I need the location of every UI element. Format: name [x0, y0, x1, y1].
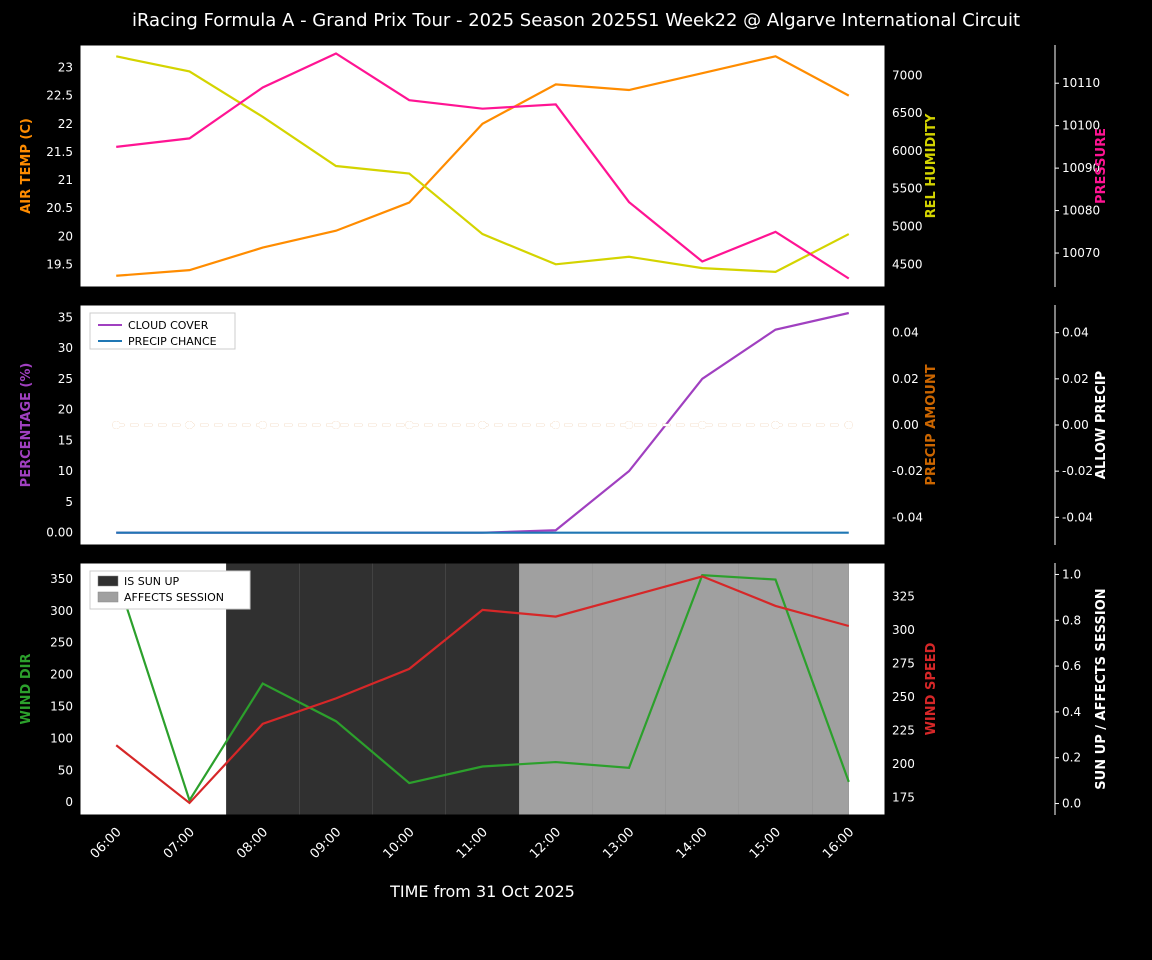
svg-text:0.4: 0.4: [1062, 705, 1081, 719]
svg-text:10: 10: [58, 464, 73, 478]
affects-session-region: [519, 563, 592, 815]
svg-text:150: 150: [50, 700, 73, 714]
svg-text:0.02: 0.02: [892, 372, 919, 386]
svg-text:AFFECTS SESSION: AFFECTS SESSION: [124, 591, 224, 604]
svg-text:SUN UP / AFFECTS SESSION: SUN UP / AFFECTS SESSION: [1094, 588, 1109, 789]
svg-text:21: 21: [58, 173, 73, 187]
y-axis-label: PERCENTAGE (%): [19, 363, 34, 488]
svg-text:250: 250: [892, 690, 915, 704]
svg-text:23: 23: [58, 61, 73, 75]
plot-bg: [80, 45, 885, 287]
svg-text:-0.04: -0.04: [892, 510, 923, 524]
svg-text:35: 35: [58, 310, 73, 324]
svg-text:10080: 10080: [1062, 204, 1100, 218]
svg-text:250: 250: [50, 636, 73, 650]
svg-text:CLOUD COVER: CLOUD COVER: [128, 319, 209, 332]
svg-text:0.04: 0.04: [1062, 326, 1089, 340]
svg-text:275: 275: [892, 657, 915, 671]
svg-text:0.00: 0.00: [892, 418, 919, 432]
svg-text:22.5: 22.5: [46, 89, 73, 103]
svg-text:1.0: 1.0: [1062, 567, 1081, 581]
svg-text:4500: 4500: [892, 257, 923, 271]
x-tick-label: 06:00: [88, 825, 125, 862]
svg-text:IS SUN UP: IS SUN UP: [124, 575, 180, 588]
svg-text:0.2: 0.2: [1062, 751, 1081, 765]
svg-text:20.5: 20.5: [46, 201, 73, 215]
svg-text:0.8: 0.8: [1062, 613, 1081, 627]
svg-text:25: 25: [58, 372, 73, 386]
chart-svg: iRacing Formula A - Grand Prix Tour - 20…: [0, 0, 1152, 960]
svg-text:50: 50: [58, 763, 73, 777]
svg-text:300: 300: [50, 604, 73, 618]
x-tick-label: 09:00: [307, 825, 344, 862]
svg-text:PRECIP CHANCE: PRECIP CHANCE: [128, 335, 217, 348]
svg-text:30: 30: [58, 341, 73, 355]
svg-text:5000: 5000: [892, 220, 923, 234]
svg-text:22: 22: [58, 117, 73, 131]
svg-text:350: 350: [50, 572, 73, 586]
svg-text:10110: 10110: [1062, 76, 1100, 90]
svg-text:20: 20: [58, 229, 73, 243]
svg-text:7000: 7000: [892, 68, 923, 82]
x-tick-label: 13:00: [600, 825, 637, 862]
affects-session-region: [812, 563, 849, 815]
svg-text:-0.04: -0.04: [1062, 510, 1093, 524]
weather-chart-container: iRacing Formula A - Grand Prix Tour - 20…: [0, 0, 1152, 960]
svg-text:0.02: 0.02: [1062, 372, 1089, 386]
svg-text:0.00: 0.00: [1062, 418, 1089, 432]
svg-text:WIND SPEED: WIND SPEED: [924, 642, 939, 735]
svg-text:0.0: 0.0: [1062, 797, 1081, 811]
svg-text:100: 100: [50, 731, 73, 745]
svg-text:6500: 6500: [892, 106, 923, 120]
svg-text:-0.02: -0.02: [892, 464, 923, 478]
svg-text:5: 5: [65, 495, 73, 509]
svg-text:0: 0: [65, 795, 73, 809]
svg-text:-0.02: -0.02: [1062, 464, 1093, 478]
x-tick-label: 07:00: [161, 825, 198, 862]
y-axis-label: AIR TEMP (C): [19, 118, 34, 214]
chart-title: iRacing Formula A - Grand Prix Tour - 20…: [132, 10, 1020, 31]
y2-axis-label: REL HUMIDITY: [924, 113, 939, 218]
svg-text:0.6: 0.6: [1062, 659, 1081, 673]
sun-up-region: [446, 563, 519, 815]
x-axis-label: TIME from 31 Oct 2025: [389, 882, 575, 901]
affects-session-region: [666, 563, 739, 815]
svg-text:200: 200: [50, 668, 73, 682]
x-tick-label: 08:00: [234, 825, 271, 862]
x-tick-label: 14:00: [674, 825, 711, 862]
x-tick-label: 16:00: [820, 825, 857, 862]
x-tick-label: 10:00: [381, 825, 418, 862]
svg-text:5500: 5500: [892, 182, 923, 196]
svg-text:300: 300: [892, 623, 915, 637]
affects-session-region: [592, 563, 665, 815]
svg-text:10070: 10070: [1062, 246, 1100, 260]
x-tick-label: 12:00: [527, 825, 564, 862]
svg-text:325: 325: [892, 590, 915, 604]
svg-text:0.04: 0.04: [892, 326, 919, 340]
svg-text:6000: 6000: [892, 144, 923, 158]
svg-text:20: 20: [58, 403, 73, 417]
y2-axis-label: PRECIP AMOUNT: [924, 364, 939, 485]
x-tick-label: 15:00: [747, 825, 784, 862]
svg-text:225: 225: [892, 724, 915, 738]
svg-text:175: 175: [892, 791, 915, 805]
affects-session-region: [739, 563, 812, 815]
svg-text:0.00: 0.00: [46, 526, 73, 540]
y3-axis-label: PRESSURE: [1094, 128, 1109, 204]
y3-axis-label: ALLOW PRECIP: [1094, 371, 1109, 479]
svg-text:15: 15: [58, 433, 73, 447]
svg-text:21.5: 21.5: [46, 145, 73, 159]
svg-text:WIND DIR: WIND DIR: [19, 653, 34, 724]
svg-text:19.5: 19.5: [46, 257, 73, 271]
x-tick-label: 11:00: [454, 825, 491, 862]
svg-text:200: 200: [892, 757, 915, 771]
